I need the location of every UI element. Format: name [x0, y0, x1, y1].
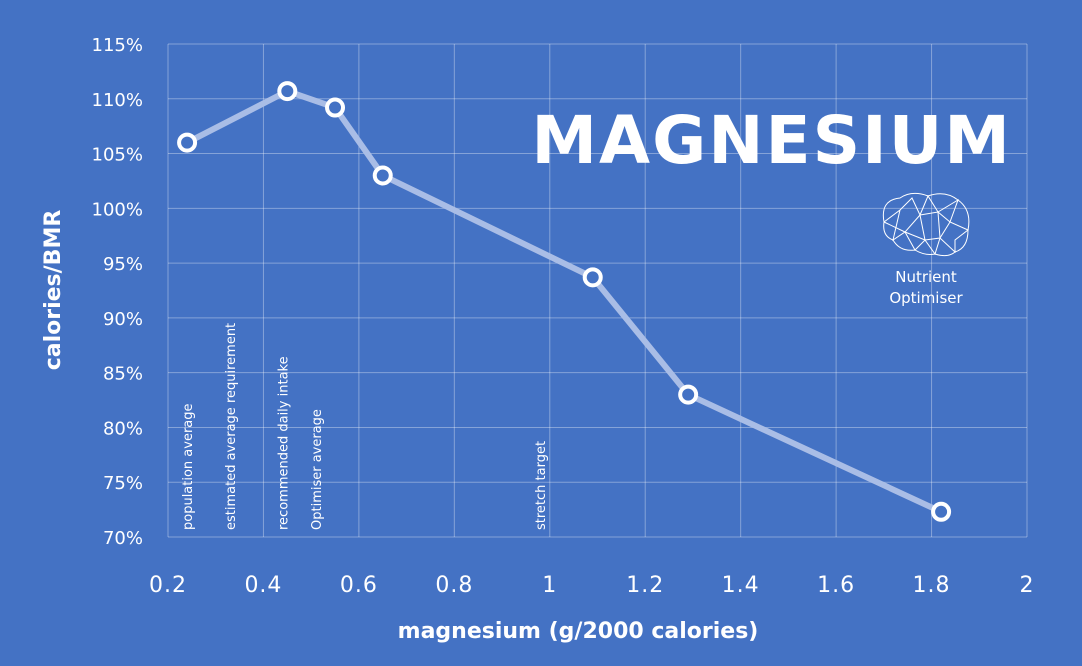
chart-title: MAGNESIUM	[531, 102, 1012, 179]
annotation-label: estimated average requirement	[224, 323, 239, 530]
gridlines	[167, 43, 1028, 538]
data-point	[325, 97, 346, 118]
annotation-label: Optimiser average	[310, 409, 325, 530]
data-point	[177, 132, 198, 153]
x-axis-title: magnesium (g/2000 calories)	[398, 619, 759, 644]
x-tick-labels: 0.2 0.4 0.6 0.8 1 1.2 1.4 1.6 1.8 2	[149, 573, 1035, 598]
x-tick-label: 1.8	[913, 573, 951, 598]
x-tick-label: 0.2	[149, 573, 187, 598]
data-point	[582, 267, 603, 288]
annotation-label: recommended daily intake	[277, 356, 292, 530]
data-point	[931, 501, 952, 522]
brain-network-icon	[882, 192, 970, 257]
annotations: population average estimated average requ…	[181, 323, 549, 530]
x-tick-label: 1.6	[817, 573, 855, 598]
y-tick-label: 80%	[103, 418, 143, 439]
y-tick-label: 75%	[103, 473, 143, 494]
data-point	[277, 81, 298, 102]
y-tick-label: 70%	[103, 528, 143, 549]
x-tick-label: 1.4	[722, 573, 760, 598]
y-tick-label: 105%	[92, 145, 143, 166]
annotation-label: stretch target	[534, 441, 549, 530]
data-point	[678, 384, 699, 405]
x-tick-label: 1.2	[626, 573, 664, 598]
y-tick-labels: 70% 75% 80% 85% 90% 95% 100% 105% 110% 115%	[92, 35, 143, 549]
logo: Nutrient Optimiser	[882, 192, 970, 307]
y-tick-label: 90%	[103, 309, 143, 330]
x-tick-label: 0.8	[435, 573, 473, 598]
y-tick-label: 85%	[103, 364, 143, 385]
logo-line-1: Nutrient	[895, 268, 957, 286]
y-tick-label: 115%	[92, 35, 143, 56]
y-tick-label: 100%	[92, 199, 143, 220]
x-tick-label: 1	[542, 573, 557, 598]
x-tick-label: 2	[1020, 573, 1035, 598]
data-point	[372, 165, 393, 186]
y-axis-title: calories/BMR	[41, 210, 66, 371]
data-series	[177, 81, 952, 522]
y-tick-label: 110%	[92, 90, 143, 111]
y-tick-label: 95%	[103, 254, 143, 275]
logo-line-2: Optimiser	[889, 289, 963, 307]
x-tick-label: 0.6	[340, 573, 378, 598]
annotation-label: population average	[181, 403, 196, 530]
x-tick-label: 0.4	[244, 573, 282, 598]
